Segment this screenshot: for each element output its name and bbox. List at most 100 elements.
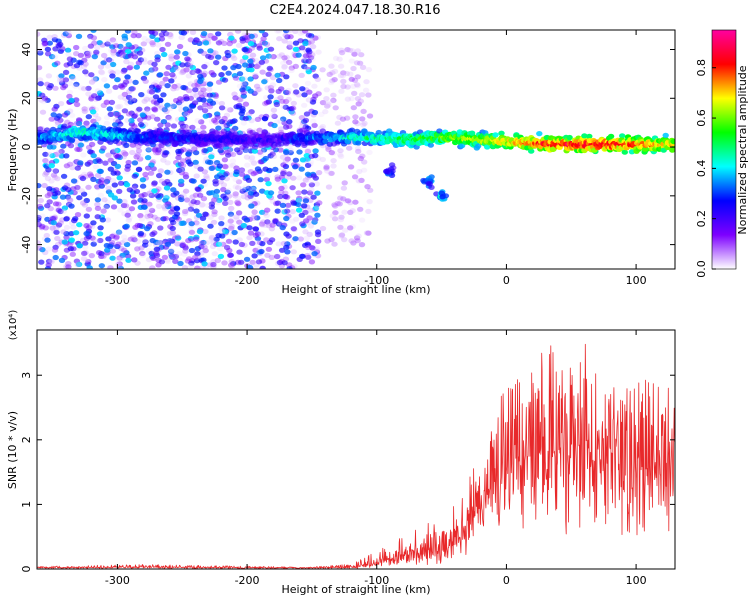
spectrogram-noise-cell xyxy=(276,77,283,84)
spectrogram-noise-cell xyxy=(149,67,156,73)
spectrogram-noise-cell xyxy=(80,191,88,197)
spectrogram-noise-cell xyxy=(239,87,246,93)
spectrogram-noise-cell xyxy=(248,67,255,73)
spectrogram-noise-cell xyxy=(330,150,337,156)
spectrogram-noise-cell xyxy=(39,92,46,98)
spectrogram-noise-cell xyxy=(304,241,311,247)
spectrogram-noise-cell xyxy=(137,213,144,219)
spectrogram-noise-cell xyxy=(304,244,312,251)
spectrogram-noise-cell xyxy=(43,163,50,169)
spectrogram-noise-cell xyxy=(37,205,45,211)
spectrogram-noise-cell xyxy=(236,83,244,89)
spectrogram-noise-cell xyxy=(44,175,52,182)
snr-x-tick-label: -100 xyxy=(364,574,389,587)
spectrogram-noise-cell xyxy=(149,40,156,46)
spectrogram-noise-cell xyxy=(311,122,318,128)
spectrogram-noise-cell xyxy=(354,238,361,244)
spectrogram-noise-cell xyxy=(355,101,362,107)
spectrogram-noise-cell xyxy=(170,86,177,92)
spectrogram-noise-cell xyxy=(269,222,276,228)
spectrogram-noise-cell xyxy=(302,40,309,47)
spectrogram-noise-cell xyxy=(141,238,149,244)
spectrogram-noise-cell xyxy=(51,106,58,112)
spectrogram-noise-cell xyxy=(185,73,192,79)
spectrogram-noise-cell xyxy=(354,96,362,102)
spectrogram-noise-cell xyxy=(286,171,293,177)
spectrogram-noise-cell xyxy=(281,63,288,69)
spectrogram-noise-cell xyxy=(208,236,215,242)
spectrogram-noise-cell xyxy=(250,171,257,177)
spectrogram-noise-cell xyxy=(323,164,330,170)
spectrogram-noise-cell xyxy=(44,193,51,199)
spectrogram-ridge-cell xyxy=(61,123,68,129)
spectrogram-noise-cell xyxy=(215,79,223,85)
spectrogram-noise-cell xyxy=(124,212,131,218)
spectrogram-noise-cell xyxy=(64,47,72,53)
spectrogram-noise-cell xyxy=(347,71,354,77)
spectrogram-noise-cell xyxy=(154,216,162,222)
spectrogram-noise-cell xyxy=(239,38,246,44)
spectrogram-noise-cell xyxy=(225,187,232,193)
spectrogram-noise-cell xyxy=(88,141,96,147)
spectrogram-noise-cell xyxy=(360,122,367,128)
spectrogram-noise-cell xyxy=(204,202,212,209)
spectrogram-noise-cell xyxy=(238,168,246,174)
spectrogram-noise-cell xyxy=(218,100,225,107)
spectrogram-noise-cell xyxy=(252,72,259,78)
spectrogram-noise-cell xyxy=(53,229,60,235)
spectrogram-noise-cell xyxy=(167,34,174,40)
spectrogram-noise-cell xyxy=(257,159,264,165)
spectrogram-noise-cell xyxy=(206,146,213,152)
spectrogram-noise-cell xyxy=(139,250,146,257)
spectrogram-noise-cell xyxy=(98,70,106,76)
spectrogram-noise-cell xyxy=(339,116,347,122)
spectrogram-noise-cell xyxy=(62,77,70,83)
spectrogram-noise-cell xyxy=(351,51,358,57)
spectrogram-noise-cell xyxy=(83,231,90,237)
spectrogram-noise-cell xyxy=(85,106,92,112)
spectrogram-noise-cell xyxy=(234,30,242,34)
spectrogram-noise-cell xyxy=(259,55,267,61)
spectrogram-ridge-cell xyxy=(355,140,362,146)
spectrogram-noise-cell xyxy=(221,163,229,169)
spectrogram-noise-cell xyxy=(225,152,232,158)
spectrogram-feature-cell xyxy=(388,162,396,168)
spectrogram-noise-cell xyxy=(46,85,53,91)
spectrogram-noise-cell xyxy=(197,78,204,84)
spectrogram-noise-cell xyxy=(213,188,221,194)
spectrogram-noise-cell xyxy=(285,233,292,239)
spectrogram-noise-cell xyxy=(72,230,80,236)
spectrogram-noise-cell xyxy=(168,238,176,244)
spectrogram-noise-cell xyxy=(301,92,308,98)
spectrogram-noise-cell xyxy=(164,83,171,89)
spectrogram-noise-cell xyxy=(279,98,286,104)
spectrogram-ridge-cell xyxy=(607,133,615,139)
spectrogram-noise-cell xyxy=(312,148,319,154)
spectrogram-noise-cell xyxy=(241,46,248,53)
spectrogram-noise-cell xyxy=(52,85,59,91)
spectrogram-noise-cell xyxy=(116,175,123,181)
spectrogram-noise-cell xyxy=(100,208,107,214)
spectrogram-noise-cell xyxy=(282,32,289,38)
spectrogram-ridge-cell xyxy=(215,143,223,149)
spectrogram-noise-cell xyxy=(253,89,260,95)
spectrogram-noise-cell xyxy=(261,79,268,85)
spectrogram-noise-cell xyxy=(344,96,352,102)
spectrogram-noise-cell xyxy=(183,197,191,203)
spectrogram-noise-cell xyxy=(233,165,240,171)
spectrogram-noise-cell xyxy=(254,215,261,221)
spectrogram-noise-cell xyxy=(279,202,287,208)
snr-multiplier-label: (x10⁴) xyxy=(8,310,19,341)
spectrogram-noise-cell xyxy=(44,46,52,52)
spectrogram-noise-cell xyxy=(235,198,242,204)
spectrogram-noise-cell xyxy=(51,34,58,40)
spectrogram-noise-cell xyxy=(337,148,344,154)
spectrogram-noise-cell xyxy=(361,159,368,165)
spectrogram-noise-cell xyxy=(77,142,85,148)
spectrogram-noise-cell xyxy=(253,83,261,89)
spectrogram-noise-cell xyxy=(306,49,313,55)
spectrogram-noise-cell xyxy=(177,260,184,267)
spectrogram-noise-cell xyxy=(175,148,182,154)
spectrogram-noise-cell xyxy=(187,60,194,66)
spectrogram-noise-cell xyxy=(254,166,262,172)
